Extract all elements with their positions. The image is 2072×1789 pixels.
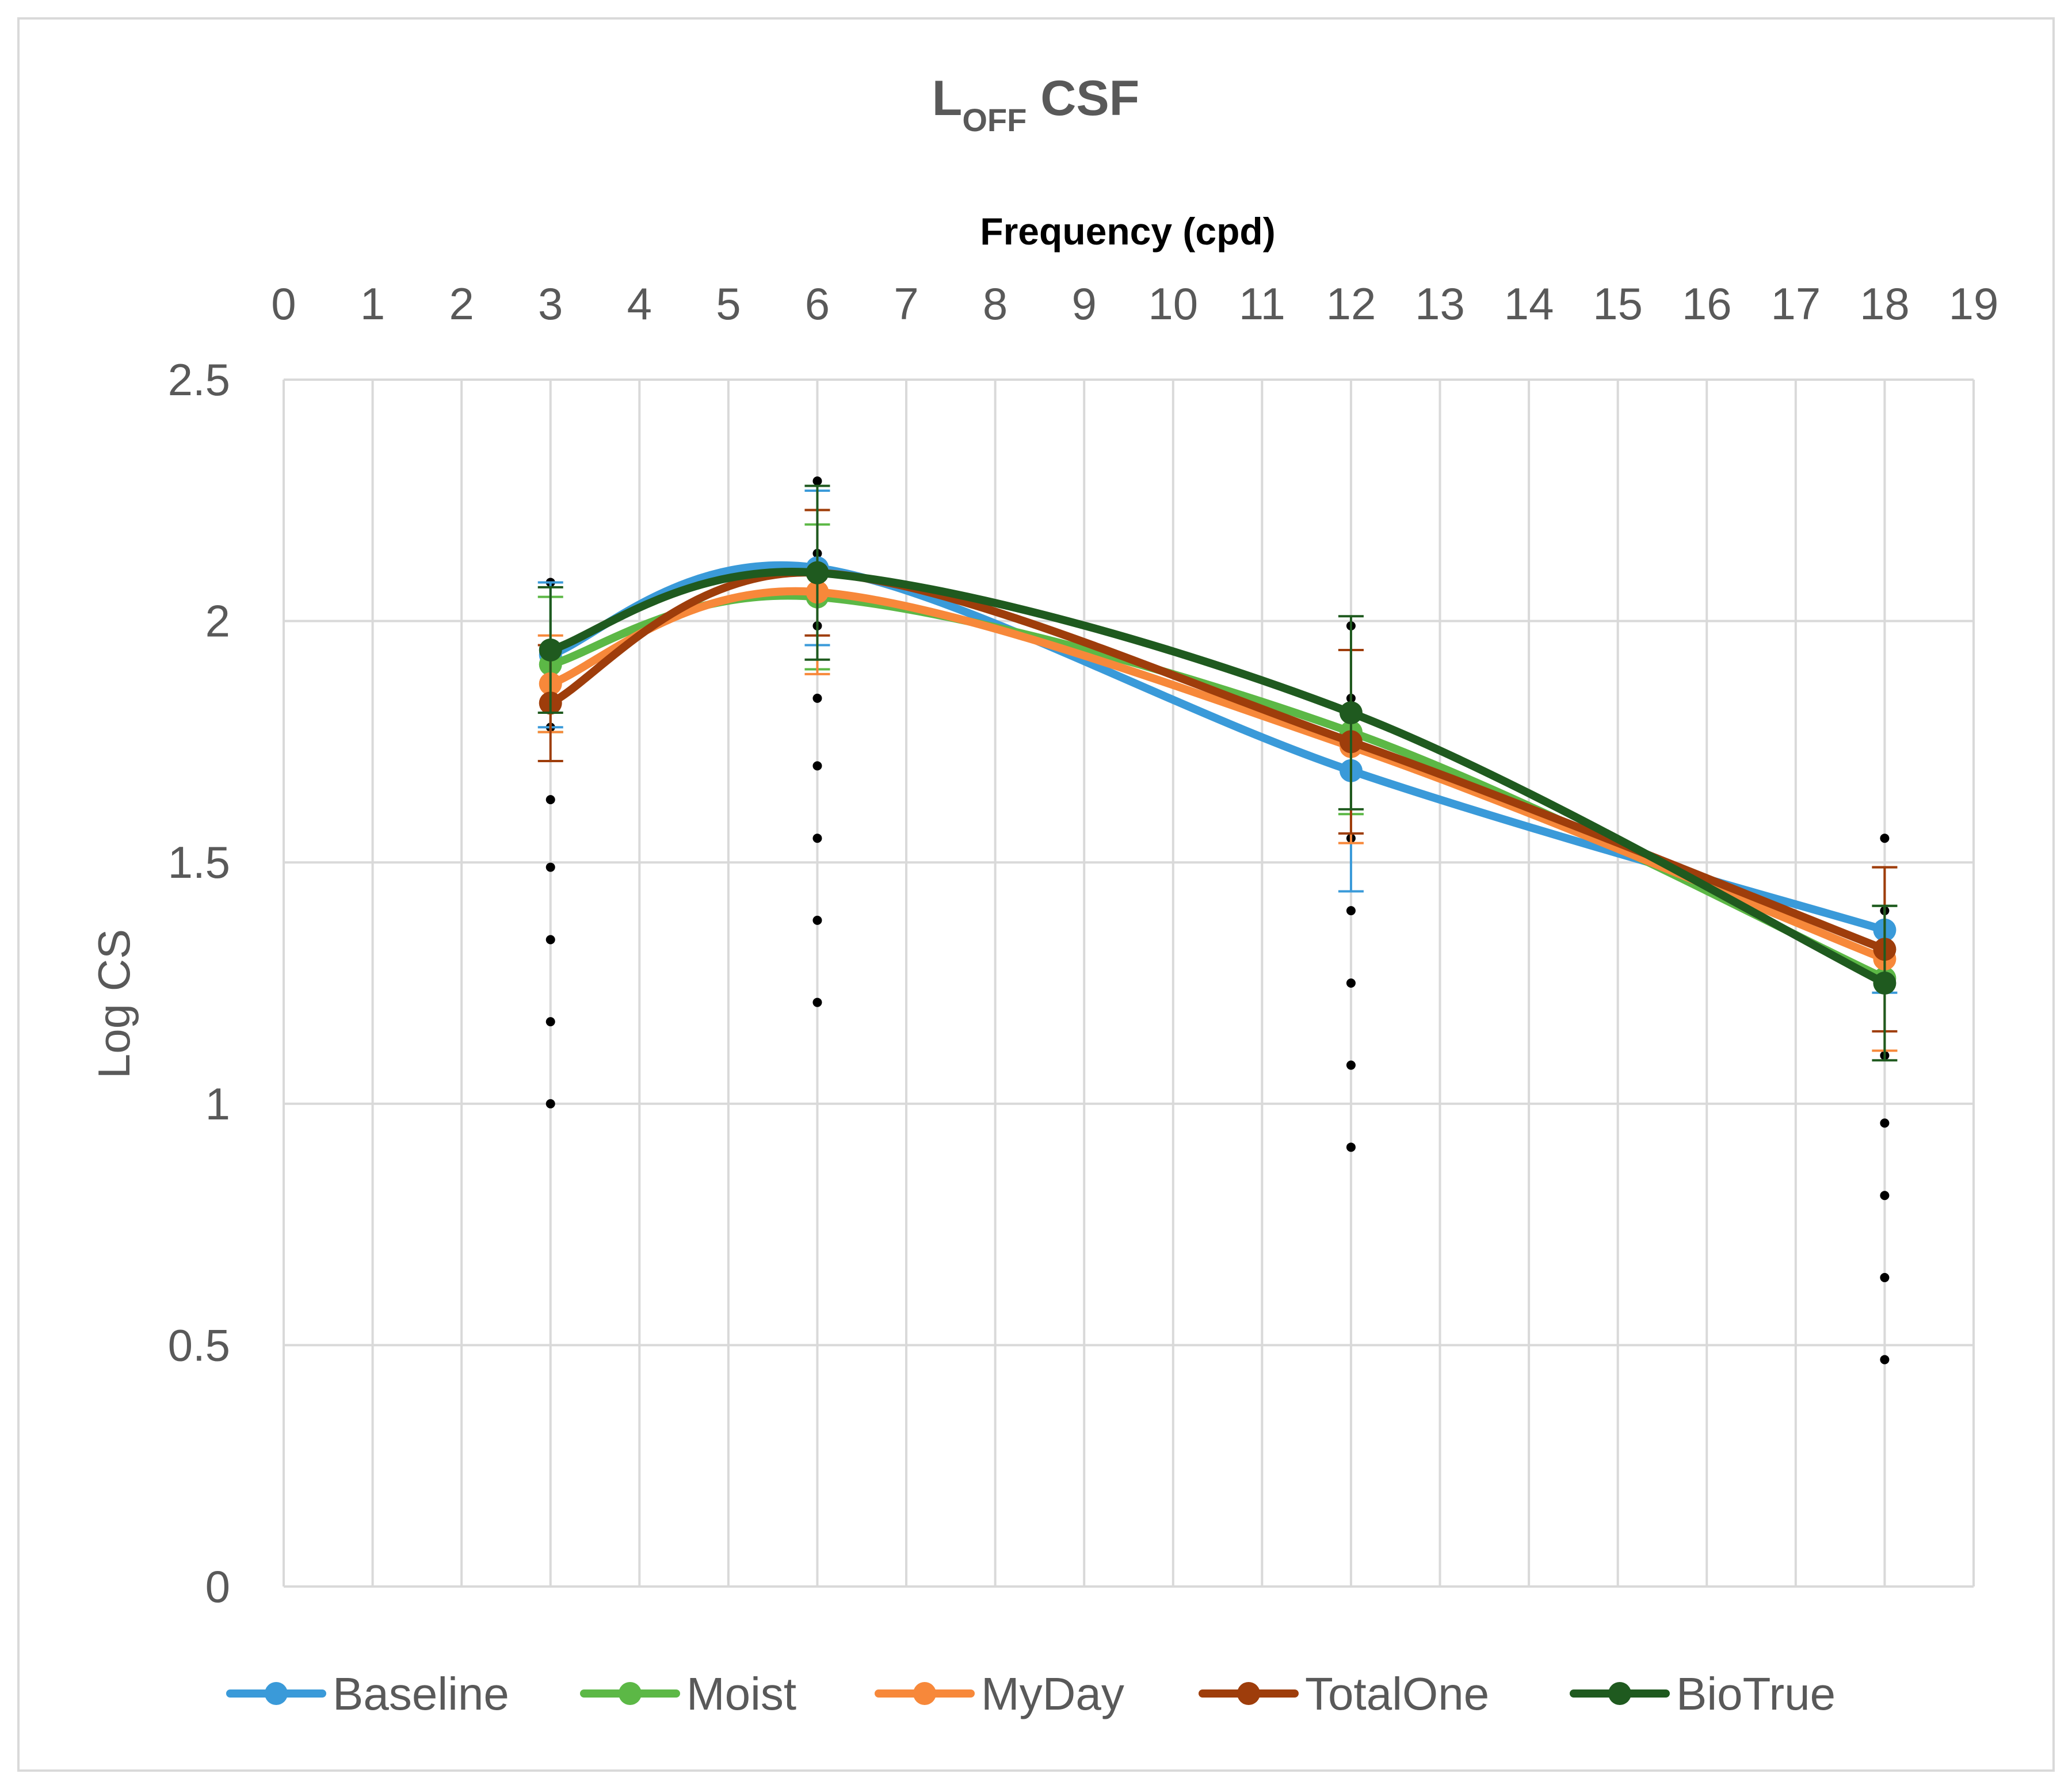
x-tick-label: 11 xyxy=(1239,278,1285,329)
legend-marker-moist xyxy=(619,1682,642,1705)
series-line-moist xyxy=(546,591,1889,983)
x-tick-label: 3 xyxy=(538,278,563,329)
y-tick-label: 0 xyxy=(205,1561,230,1612)
legend-marker-myday xyxy=(913,1682,936,1705)
x-tick-label: 18 xyxy=(1860,278,1910,329)
dot-marker xyxy=(545,1099,555,1108)
series-line-totalone xyxy=(546,568,1889,954)
series-totalone xyxy=(537,509,1898,1033)
legend-marker-totalone xyxy=(1237,1682,1260,1705)
x-tick-label: 9 xyxy=(1072,278,1097,329)
x-tick-label: 6 xyxy=(805,278,830,329)
dot-marker xyxy=(1880,1118,1890,1128)
gridlines xyxy=(283,379,1975,1588)
x-tick-labels: 0 1 2 3 4 5 6 7 8 9 10 11 12 13 14 15 16 17 18 19 xyxy=(271,278,1998,329)
x-tick-label: 17 xyxy=(1770,278,1821,329)
series-line-biotrue xyxy=(546,568,1889,987)
y-axis-title: Log CS xyxy=(89,929,139,1079)
legend-label-myday: MyDay xyxy=(981,1668,1124,1719)
x-tick-label: 7 xyxy=(894,278,918,329)
series-biotrue xyxy=(537,484,1898,1062)
dot-marker xyxy=(812,997,822,1007)
y-tick-label: 1.5 xyxy=(168,837,230,888)
series-line-myday xyxy=(546,587,1889,964)
dot-marker xyxy=(812,693,822,703)
dot-marker xyxy=(1346,978,1356,988)
x-axis-title: Frequency (cpd) xyxy=(980,210,1275,253)
x-tick-label: 10 xyxy=(1148,278,1198,329)
x-tick-label: 4 xyxy=(627,278,652,329)
x-tick-label: 12 xyxy=(1326,278,1376,329)
dot-marker xyxy=(1346,906,1356,916)
series-moist xyxy=(537,523,1898,1052)
dot-marker xyxy=(1880,1355,1890,1364)
dot-marker xyxy=(1880,1272,1890,1282)
legend-marker-biotrue xyxy=(1608,1682,1631,1705)
x-tick-label: 5 xyxy=(716,278,741,329)
legend-label-baseline: Baseline xyxy=(333,1668,509,1719)
point-biotrue xyxy=(1873,972,1897,995)
x-tick-label: 19 xyxy=(1949,278,1999,329)
x-tick-label: 13 xyxy=(1415,278,1465,329)
legend-marker-baseline xyxy=(265,1682,288,1705)
dot-marker xyxy=(1346,1060,1356,1070)
y-tick-label: 0.5 xyxy=(168,1320,230,1370)
dot-marker xyxy=(1880,834,1890,843)
dot-marker xyxy=(1880,1191,1890,1201)
x-tick-label: 15 xyxy=(1593,278,1643,329)
dot-marker xyxy=(545,795,555,805)
x-tick-label: 14 xyxy=(1504,278,1554,329)
legend-label-biotrue: BioTrue xyxy=(1676,1668,1836,1719)
legend: Baseline Moist MyDay TotalOne BioTrue xyxy=(226,1668,1836,1719)
x-tick-label: 16 xyxy=(1682,278,1732,329)
y-tick-label: 2 xyxy=(205,596,230,647)
y-tick-label: 2.5 xyxy=(168,354,230,405)
dotted-markers xyxy=(545,476,1890,1364)
y-tick-label: 1 xyxy=(205,1079,230,1129)
point-biotrue xyxy=(1339,701,1363,725)
x-tick-label: 2 xyxy=(449,278,474,329)
dot-marker xyxy=(812,476,822,486)
legend-label-totalone: TotalOne xyxy=(1305,1668,1489,1719)
point-biotrue xyxy=(806,561,829,584)
point-biotrue xyxy=(539,638,562,662)
series-lines xyxy=(537,484,1898,1062)
x-tick-label: 1 xyxy=(360,278,385,329)
chart-title: LOFF CSF xyxy=(932,71,1139,138)
dot-marker xyxy=(545,935,555,945)
dot-marker xyxy=(1346,1142,1356,1152)
legend-label-moist: Moist xyxy=(686,1668,796,1719)
y-tick-labels: 0 0.5 1 1.5 2 2.5 xyxy=(168,354,230,1612)
dot-marker xyxy=(812,834,822,843)
series-myday xyxy=(537,509,1898,1052)
dot-marker xyxy=(545,1017,555,1027)
dot-marker xyxy=(545,862,555,872)
dot-marker xyxy=(812,761,822,771)
x-tick-label: 8 xyxy=(983,278,1008,329)
dot-marker xyxy=(812,915,822,925)
x-tick-label: 0 xyxy=(271,278,296,329)
series-baseline xyxy=(537,490,1898,994)
